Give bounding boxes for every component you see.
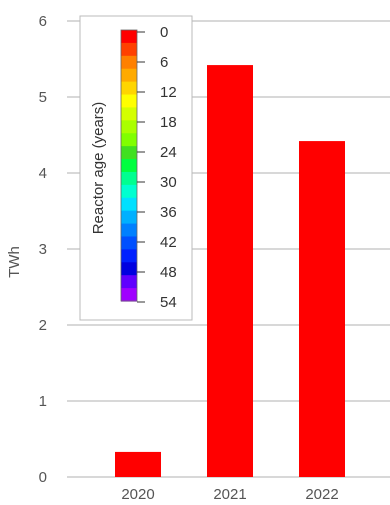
colorbar-tick-label: 36 [160,204,177,221]
colorbar-cell [121,81,137,96]
y-axis-label: TWh [6,246,23,278]
colorbar-cell [121,262,137,276]
colorbar-tick-label: 42 [160,234,177,251]
colorbar-tick-label: 30 [160,174,177,191]
colorbar-title: Reactor age (years) [90,102,107,235]
bar-2020 [115,451,161,477]
colorbar-cell [121,184,137,199]
colorbar-cell [121,210,137,225]
colorbar-outline [120,29,138,302]
colorbar-tick-label: 18 [160,114,177,131]
colorbar [120,29,138,302]
colorbar-cell [121,107,137,121]
colorbar-cell [121,68,137,83]
colorbar-cell [121,236,137,250]
colorbar-cell [121,249,137,263]
x-tick-label: 2021 [213,486,246,503]
y-tick-label: 6 [39,13,47,30]
colorbar-tick-label: 54 [160,294,177,311]
colorbar-cell [121,197,137,212]
colorbar-tick-label: 12 [160,84,177,101]
colorbar-tick-label: 48 [160,264,177,281]
y-axis-ticks: 0 1 2 3 4 5 6 [39,13,47,486]
bar-2022 [299,141,345,477]
x-tick-label: 2022 [305,486,338,503]
colorbar-tick-label: 24 [160,144,177,161]
colorbar-cell [121,94,137,109]
colorbar-cell [121,30,137,44]
colorbar-ticks: 0 6 12 18 24 30 36 42 48 54 [137,24,177,311]
y-tick-label: 3 [39,241,47,258]
colorbar-tick-label: 0 [160,24,168,41]
x-axis-ticks: 2020 2021 2022 [121,486,338,503]
colorbar-cell [121,159,137,173]
colorbar-cell [121,120,137,134]
colorbar-cell [121,275,137,289]
colorbar-cell [121,133,137,147]
colorbar-cell [121,55,137,70]
colorbar-cell [121,288,137,302]
colorbar-legend: Reactor age (years) 0 6 12 18 24 30 36 42 48 54 [79,15,193,321]
colorbar-tick-label: 6 [160,54,168,71]
x-tick-label: 2020 [121,486,154,503]
y-tick-label: 4 [39,165,47,182]
bars [115,65,345,477]
colorbar-cell [121,171,137,186]
bar-2021 [207,65,253,477]
y-tick-label: 5 [39,89,47,106]
y-tick-label: 1 [39,393,47,410]
colorbar-cell [121,223,137,238]
colorbar-cell [121,42,137,57]
y-tick-label: 0 [39,469,47,486]
colorbar-cell [121,146,137,160]
y-tick-label: 2 [39,317,47,334]
